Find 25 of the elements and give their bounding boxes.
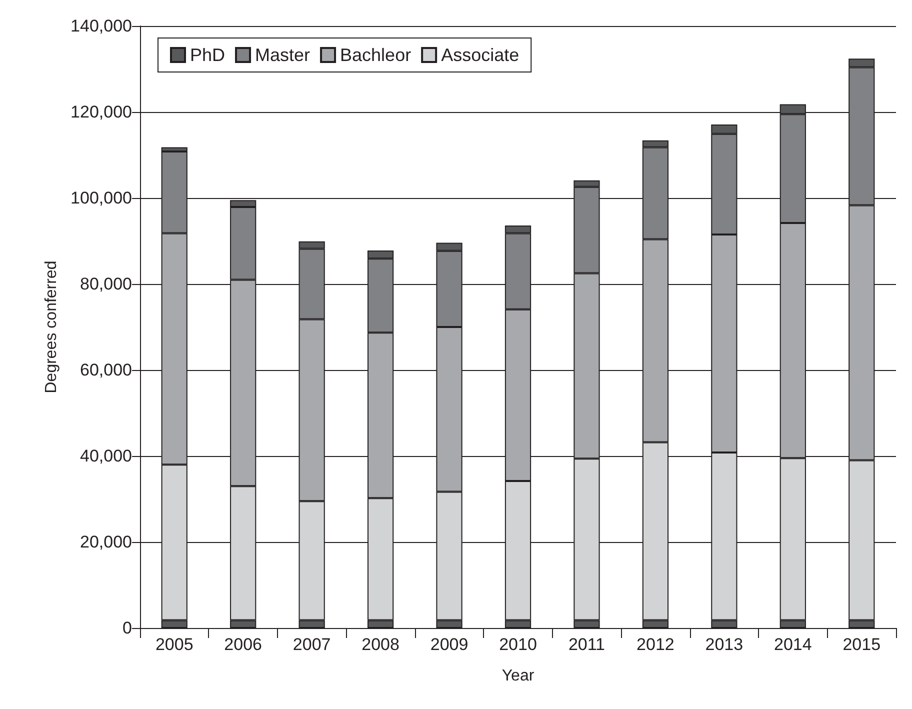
y-tick-label: 120,000	[70, 102, 132, 122]
x-tick-label: 2008	[362, 635, 400, 654]
x-tick-label: 2014	[774, 635, 812, 654]
legend-label: Master	[255, 45, 310, 65]
y-tick-label: 40,000	[80, 446, 132, 466]
x-tick-label: 2015	[842, 635, 881, 654]
legend-label: Associate	[441, 45, 520, 65]
y-tick-label: 140,000	[70, 16, 132, 36]
y-tick-label: 20,000	[80, 532, 132, 552]
x-tick-label: 2011	[568, 635, 606, 654]
x-tick-label: 2005	[155, 635, 194, 654]
y-axis-title: Degrees conferred	[43, 260, 60, 394]
x-tick-label: 2012	[636, 635, 674, 654]
y-tick-label: 100,000	[70, 188, 132, 208]
x-tick-label: 2010	[499, 635, 537, 654]
y-tick-label: 80,000	[80, 274, 132, 294]
y-tick-label: 60,000	[80, 360, 132, 380]
x-axis-title: Year	[502, 668, 535, 684]
x-tick-label: 2006	[224, 635, 262, 654]
x-tick-label: 2007	[292, 635, 331, 654]
legend-label: PhD	[190, 45, 226, 65]
y-tick-label: 0	[122, 618, 132, 638]
x-tick-label: 2013	[705, 635, 744, 654]
x-tick-label: 2009	[430, 635, 468, 654]
legend-label: Bachleor	[340, 45, 412, 65]
